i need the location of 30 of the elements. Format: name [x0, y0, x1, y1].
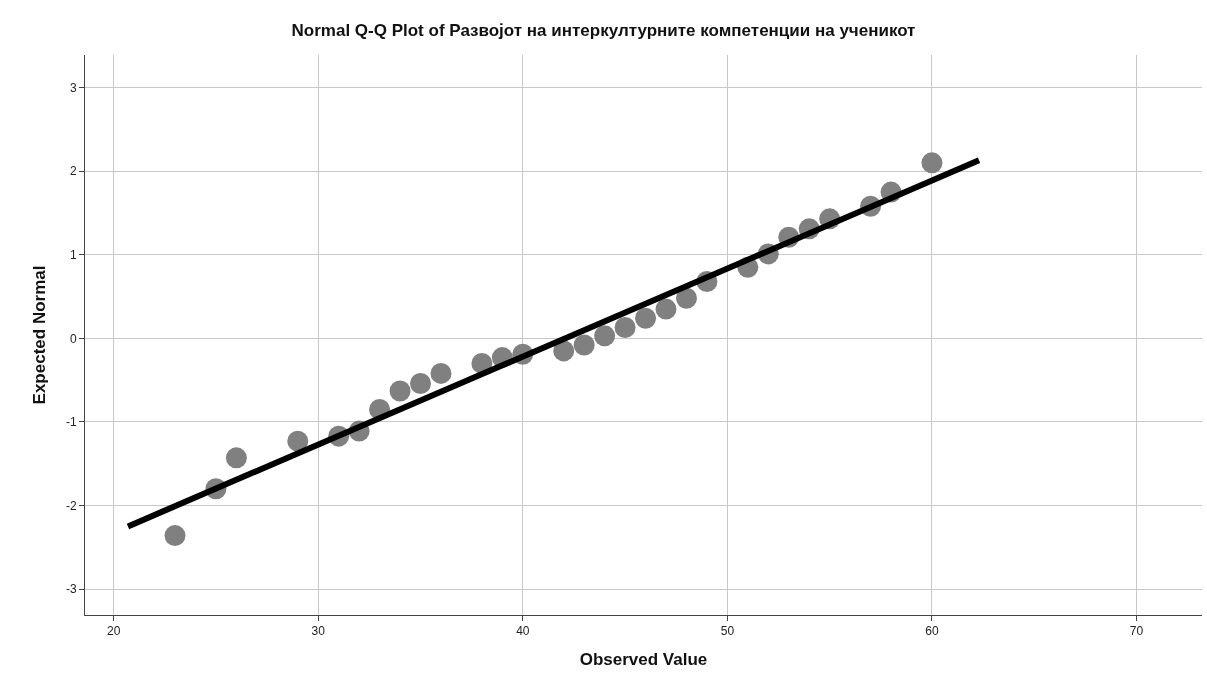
- chart-title: Normal Q-Q Plot of Развојот на интеркултурните компетенции на ученикот: [291, 21, 916, 41]
- y-tick-label: 2: [69, 164, 77, 179]
- x-tick-label: 30: [311, 624, 326, 639]
- y-axis-title: Expected Normal: [30, 265, 50, 405]
- point: [614, 316, 636, 338]
- y-tick-label: -2: [65, 498, 77, 513]
- point: [573, 334, 595, 356]
- x-tick-label: 50: [720, 624, 735, 639]
- y-tick-label: -1: [65, 415, 77, 430]
- point: [389, 380, 411, 402]
- point: [675, 287, 697, 309]
- x-tick-label: 70: [1129, 624, 1144, 639]
- point: [553, 340, 575, 362]
- x-axis-title: Observed Value: [579, 649, 708, 669]
- y-tick-label: 1: [69, 247, 77, 262]
- x-tick-label: 20: [106, 624, 121, 639]
- x-tick-label: 60: [925, 624, 939, 639]
- y-tick-label: -3: [65, 582, 77, 597]
- point: [225, 447, 247, 469]
- y-tick-label: 3: [69, 80, 77, 95]
- point: [635, 307, 657, 329]
- point: [655, 298, 677, 320]
- point: [594, 325, 616, 347]
- x-tick-label: 40: [516, 624, 530, 639]
- point: [164, 525, 186, 547]
- point: [921, 152, 943, 174]
- point: [287, 430, 309, 452]
- y-tick-label: 0: [69, 331, 77, 346]
- point: [430, 362, 452, 384]
- point: [410, 372, 432, 394]
